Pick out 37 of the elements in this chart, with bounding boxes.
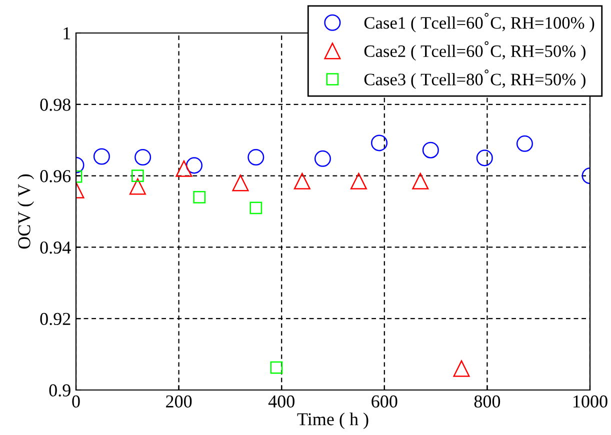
y-tick-label: 0.94 [40, 241, 71, 254]
point [294, 172, 310, 190]
point [350, 172, 367, 190]
point [314, 150, 331, 167]
point [93, 148, 110, 165]
point [186, 157, 202, 174]
y-tick-label: 0.9 [49, 384, 70, 397]
legend-label: Case1 ( Tcell=60$^{°}$C, RH=100% ) [364, 12, 594, 32]
point [422, 142, 439, 158]
point [129, 178, 146, 195]
y-axis-title: OCV ( V ) [18, 174, 34, 249]
y-tick-label: 0.96 [40, 170, 71, 182]
y-tick-label: 0.98 [40, 98, 70, 111]
x-tick-label: 400 [268, 395, 294, 408]
point [132, 170, 144, 182]
point [453, 360, 470, 377]
point [134, 148, 152, 166]
x-tick-label: 600 [372, 395, 398, 408]
legend-label: Case3 ( Tcell=80$^{°}$C, RH=50% ) [364, 70, 586, 89]
legend-label: Case2 ( Tcell=60$^{°}$C, RH=50% ) [364, 41, 586, 61]
y-tick-label: 0.92 [40, 312, 70, 326]
x-tick-label: 1000 [574, 395, 608, 408]
point [412, 172, 429, 190]
point [516, 135, 533, 152]
x-axis-title: Time ( h ) [297, 412, 368, 429]
point [250, 202, 262, 214]
x-tick-label: 0 [72, 395, 80, 408]
point [176, 160, 192, 177]
y-tick-label: 1 [64, 27, 70, 40]
point [370, 134, 388, 152]
point [270, 361, 283, 374]
point [476, 150, 493, 166]
x-tick-label: 200 [166, 395, 192, 408]
point [232, 174, 249, 192]
point [193, 191, 206, 204]
x-tick-label: 800 [474, 395, 500, 408]
point [248, 148, 264, 166]
